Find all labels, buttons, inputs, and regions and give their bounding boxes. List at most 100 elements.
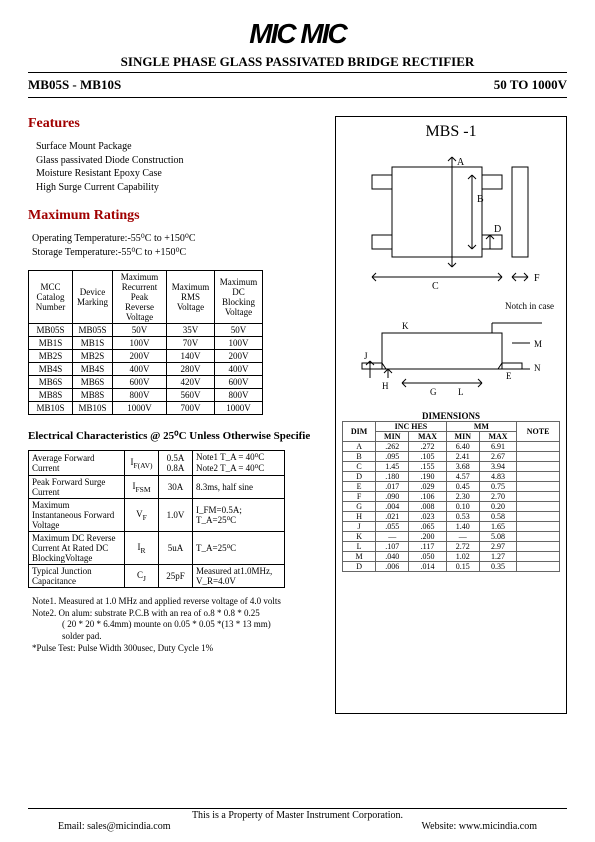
td: F bbox=[343, 492, 376, 502]
td: .021 bbox=[376, 512, 409, 522]
td: VF bbox=[125, 499, 159, 532]
feature-item: Moisture Resistant Epoxy Case bbox=[36, 167, 325, 181]
td: 420V bbox=[167, 376, 215, 389]
td: MB8S bbox=[29, 389, 73, 402]
td: .190 bbox=[409, 472, 446, 482]
td: 5uA bbox=[159, 532, 193, 565]
svg-text:K: K bbox=[402, 321, 409, 331]
td bbox=[517, 552, 560, 562]
td: .055 bbox=[376, 522, 409, 532]
doc-title: SINGLE PHASE GLASS PASSIVATED BRIDGE REC… bbox=[28, 54, 567, 70]
td: .004 bbox=[376, 502, 409, 512]
td bbox=[517, 542, 560, 552]
td: 8.3ms, half sine bbox=[193, 476, 285, 499]
td bbox=[517, 502, 560, 512]
svg-text:F: F bbox=[534, 273, 540, 284]
td: .023 bbox=[409, 512, 446, 522]
th: Maximum Recurrent Peak Reverse Voltage bbox=[113, 271, 167, 324]
notch-label: Notch in case bbox=[342, 301, 554, 311]
th: INC HES bbox=[376, 422, 446, 432]
td: 280V bbox=[167, 363, 215, 376]
svg-text:C: C bbox=[432, 281, 439, 292]
th: Maximum DC Blocking Voltage bbox=[215, 271, 263, 324]
svg-text:L: L bbox=[458, 387, 464, 397]
td: .200 bbox=[409, 532, 446, 542]
td: 600V bbox=[113, 376, 167, 389]
td: 35V bbox=[167, 324, 215, 337]
td: 0.53 bbox=[446, 512, 479, 522]
td: Typical Junction Capacitance bbox=[29, 565, 125, 588]
td: MB10S bbox=[73, 402, 113, 415]
td: 30A bbox=[159, 476, 193, 499]
td: I_FM=0.5A; T_A=25⁰C bbox=[193, 499, 285, 532]
td: B bbox=[343, 452, 376, 462]
td: MB6S bbox=[73, 376, 113, 389]
td: MB4S bbox=[29, 363, 73, 376]
footer-email: Email: sales@micindia.com bbox=[58, 821, 171, 832]
td: Average Forward Current bbox=[29, 451, 125, 476]
ratings-table: MCC Catalog Number Device Marking Maximu… bbox=[28, 270, 263, 415]
td bbox=[517, 562, 560, 572]
svg-text:A: A bbox=[457, 157, 465, 168]
td: 700V bbox=[167, 402, 215, 415]
logo-row: MIC MIC bbox=[28, 18, 567, 50]
subhead-row: MB05S - MB10S 50 TO 1000V bbox=[28, 75, 567, 95]
td: .017 bbox=[376, 482, 409, 492]
td: 0.10 bbox=[446, 502, 479, 512]
elec-char-heading: Electrical Characteristics @ 25⁰C Unless… bbox=[28, 429, 325, 442]
pulse-note: *Pulse Test: Pulse Width 300usec, Duty C… bbox=[32, 643, 325, 655]
td: A bbox=[343, 442, 376, 452]
td: D bbox=[343, 562, 376, 572]
op-temp: Operating Temperature:-55⁰C to +150⁰C bbox=[32, 232, 325, 246]
td: J bbox=[343, 522, 376, 532]
package-label: MBS -1 bbox=[342, 123, 560, 141]
td: .272 bbox=[409, 442, 446, 452]
td: K bbox=[343, 532, 376, 542]
td: 50V bbox=[113, 324, 167, 337]
td: MB2S bbox=[73, 350, 113, 363]
td: 2.70 bbox=[479, 492, 516, 502]
td: Measured at1.0MHz, V_R=4.0V bbox=[193, 565, 285, 588]
td: MB05S bbox=[29, 324, 73, 337]
svg-text:M: M bbox=[534, 339, 542, 349]
th: Device Marking bbox=[73, 271, 113, 324]
td: .014 bbox=[409, 562, 446, 572]
svg-text:B: B bbox=[477, 194, 484, 205]
td: — bbox=[446, 532, 479, 542]
td: .040 bbox=[376, 552, 409, 562]
feature-item: High Surge Current Capability bbox=[36, 181, 325, 195]
th: MCC Catalog Number bbox=[29, 271, 73, 324]
notes: Note1. Measured at 1.0 MHz and applied r… bbox=[28, 596, 325, 654]
ratings-text: Operating Temperature:-55⁰C to +150⁰C St… bbox=[32, 232, 325, 260]
feature-item: Glass passivated Diode Construction bbox=[36, 154, 325, 168]
th: MM bbox=[446, 422, 516, 432]
td: C bbox=[343, 462, 376, 472]
td bbox=[517, 482, 560, 492]
td: 0.20 bbox=[479, 502, 516, 512]
td: .050 bbox=[409, 552, 446, 562]
td: 25pF bbox=[159, 565, 193, 588]
td: MB2S bbox=[29, 350, 73, 363]
td: T_A=25⁰C bbox=[193, 532, 285, 565]
td: MB05S bbox=[73, 324, 113, 337]
td: 800V bbox=[113, 389, 167, 402]
td: 5.08 bbox=[479, 532, 516, 542]
td: 1000V bbox=[113, 402, 167, 415]
logo: MIC MIC bbox=[249, 18, 345, 50]
td: 0.58 bbox=[479, 512, 516, 522]
td: 560V bbox=[167, 389, 215, 402]
package-top-diagram: A B D C F bbox=[342, 147, 560, 297]
td: .262 bbox=[376, 442, 409, 452]
td: E bbox=[343, 482, 376, 492]
dimensions-table: DIM INC HES MM NOTE MIN MAX MIN MAX A.26… bbox=[342, 421, 560, 572]
td: 1.40 bbox=[446, 522, 479, 532]
td: 3.68 bbox=[446, 462, 479, 472]
features-list: Surface Mount Package Glass passivated D… bbox=[36, 140, 325, 194]
th: MIN bbox=[376, 432, 409, 442]
note1: Note1. Measured at 1.0 MHz and applied r… bbox=[32, 596, 325, 608]
td: .155 bbox=[409, 462, 446, 472]
td: .117 bbox=[409, 542, 446, 552]
td: Peak Forward Surge Current bbox=[29, 476, 125, 499]
td: 140V bbox=[167, 350, 215, 363]
td: 2.72 bbox=[446, 542, 479, 552]
